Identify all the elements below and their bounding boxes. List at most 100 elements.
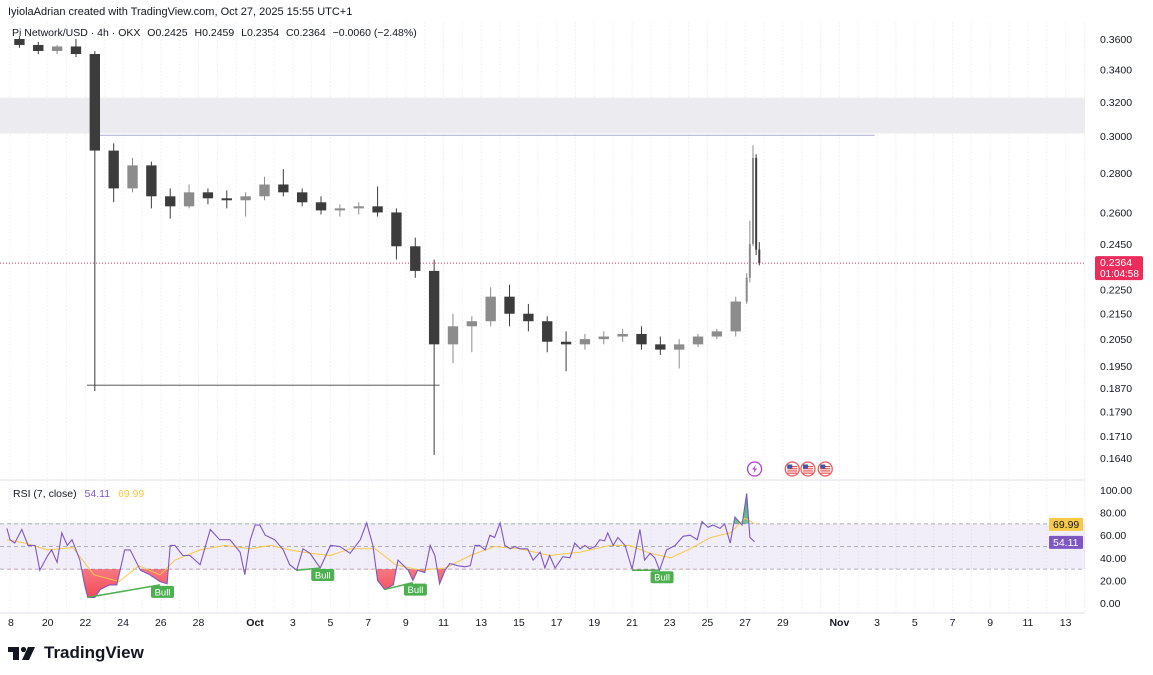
price-change: −0.0060 (−2.48%) bbox=[332, 27, 417, 39]
candle-body bbox=[127, 165, 138, 189]
candle bbox=[748, 220, 751, 283]
bull-divergence-line bbox=[87, 584, 161, 599]
time-tick-label: 19 bbox=[589, 617, 601, 629]
candle-body bbox=[755, 157, 758, 250]
candle bbox=[391, 208, 402, 260]
rsi-title[interactable]: RSI (7, close) bbox=[13, 488, 77, 500]
candle-body bbox=[33, 44, 44, 51]
price-pane bbox=[0, 36, 1085, 455]
candle bbox=[447, 313, 459, 364]
candle bbox=[598, 331, 609, 345]
candle-body bbox=[372, 206, 383, 213]
candle bbox=[372, 186, 383, 217]
time-tick-label: 11 bbox=[1022, 617, 1033, 629]
event-markers bbox=[746, 461, 833, 477]
candle bbox=[315, 196, 327, 215]
bull-label-box bbox=[311, 568, 335, 581]
rsi-pane: Bull Bull Bull Bull bbox=[0, 493, 1085, 598]
time-tick-label: 9 bbox=[403, 617, 409, 629]
time-tick-label: 21 bbox=[626, 617, 638, 629]
bull-divergence-line bbox=[296, 567, 321, 571]
bull-label-box bbox=[151, 585, 175, 598]
candle bbox=[673, 339, 685, 369]
time-axis[interactable]: 8 20 22 24 26 28 Oct 3 5 7 9 11 13 15 17 19 21 23 25 27 29 No… bbox=[8, 617, 1072, 629]
price-tick-label: 0.2600 bbox=[1100, 207, 1132, 219]
candle bbox=[259, 176, 270, 201]
time-tick-label: 13 bbox=[1060, 617, 1072, 629]
candle-body bbox=[655, 344, 666, 350]
rsi-axis[interactable]: 100.00 80.00 60.00 40.00 20.00 0.00 bbox=[1100, 485, 1132, 610]
rsi-tag bbox=[1049, 535, 1083, 549]
rsi-legend: RSI (7, close) 54.11 69.99 bbox=[13, 488, 149, 500]
rsi-tick-label: 40.00 bbox=[1100, 553, 1126, 565]
candle-body bbox=[108, 150, 119, 189]
candle-body bbox=[428, 270, 440, 345]
candle-body bbox=[353, 206, 364, 209]
bull-divergence-label: Bull bbox=[650, 571, 674, 584]
candle bbox=[428, 259, 440, 455]
candle-body bbox=[711, 331, 723, 337]
candle-body bbox=[758, 249, 761, 264]
candle-body bbox=[636, 333, 647, 345]
us-flag-stripe bbox=[787, 468, 798, 470]
us-flag-canton bbox=[802, 464, 808, 469]
lightning-icon bbox=[746, 461, 763, 477]
symbol-title[interactable]: Pi Network/USD · 4h · OKX bbox=[12, 27, 141, 39]
time-tick-label: 9 bbox=[987, 617, 993, 629]
candle-body bbox=[202, 192, 214, 199]
candle bbox=[755, 154, 758, 256]
time-tick-label: 27 bbox=[739, 617, 751, 629]
time-tick-label: 5 bbox=[328, 617, 334, 629]
price-tick-label: 0.3200 bbox=[1100, 97, 1132, 109]
candle bbox=[240, 192, 251, 217]
candle bbox=[183, 184, 195, 209]
us-flag-stripe bbox=[802, 470, 813, 472]
candle bbox=[560, 331, 572, 372]
logo-text: TradingView bbox=[44, 643, 144, 662]
us-flag-icon bbox=[817, 461, 833, 477]
tradingview-logo[interactable]: TradingView bbox=[8, 643, 144, 663]
rsi-ma-tag bbox=[1049, 517, 1083, 531]
candle-body bbox=[598, 336, 609, 340]
candle bbox=[296, 188, 308, 207]
time-tick-label: 3 bbox=[874, 617, 880, 629]
price-tick-label: 0.1870 bbox=[1100, 383, 1132, 395]
bar-close-countdown: 01:04:58 bbox=[1100, 269, 1139, 280]
candle bbox=[485, 287, 496, 327]
time-tick-label: 17 bbox=[551, 617, 563, 629]
us-flag-icon bbox=[784, 461, 800, 477]
candle-body bbox=[745, 277, 748, 302]
candle bbox=[108, 143, 119, 203]
us-flag-stripe bbox=[787, 472, 798, 474]
candle bbox=[33, 41, 44, 55]
candle-body bbox=[752, 157, 755, 245]
candle-body bbox=[617, 333, 628, 337]
time-tick-label: 29 bbox=[777, 617, 789, 629]
time-tick-label: 24 bbox=[117, 617, 129, 629]
candle bbox=[636, 326, 647, 350]
rsi-ma-line bbox=[6, 517, 755, 583]
candle bbox=[758, 242, 761, 266]
price-axis[interactable]: 0.3600 0.3400 0.3200 0.3000 0.2800 0.2600 0.24… bbox=[1100, 34, 1132, 465]
candle-body bbox=[447, 326, 459, 345]
candle bbox=[752, 145, 755, 247]
candle bbox=[221, 190, 232, 209]
bull-label-box bbox=[403, 583, 427, 596]
rsi-tick-label: 80.00 bbox=[1100, 508, 1126, 520]
candle-body bbox=[391, 212, 402, 247]
candle bbox=[334, 204, 346, 217]
candle bbox=[745, 273, 748, 304]
time-tick-label: 7 bbox=[950, 617, 956, 629]
us-flag-stripe bbox=[787, 470, 798, 472]
candle bbox=[353, 202, 364, 215]
time-tick-label: Oct bbox=[246, 617, 264, 629]
candle-body bbox=[240, 196, 251, 201]
rsi-tag-value: 54.11 bbox=[1053, 537, 1079, 549]
price-tick-label: 0.2150 bbox=[1100, 309, 1132, 321]
candle bbox=[70, 39, 82, 58]
candle-body bbox=[542, 321, 553, 342]
us-flag-icon bbox=[800, 461, 816, 477]
tradingview-logo-icon bbox=[8, 646, 35, 660]
candle-body bbox=[410, 246, 421, 271]
